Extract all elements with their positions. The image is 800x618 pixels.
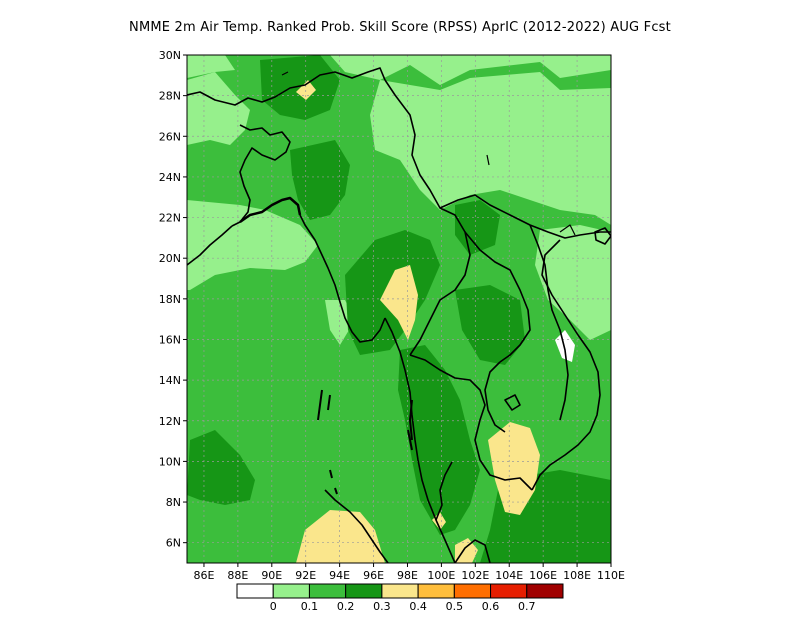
coast-bangladesh	[231, 124, 291, 227]
colorbar-label: 0.3	[373, 600, 391, 613]
lat-tick-label: 22N	[159, 212, 181, 225]
tonle-sap	[504, 394, 521, 411]
colorbar: 0 0.1 0.2 0.3 0.4 0.5 0.6 0.7	[236, 583, 564, 613]
coast-gulf-thailand	[409, 354, 533, 491]
field-dark-green-gulf	[398, 345, 480, 535]
lon-tick-label: 106E	[529, 569, 557, 582]
border-laos-thailand	[464, 231, 531, 363]
map-title: NMME 2m Air Temp. Ranked Prob. Skill Sco…	[129, 20, 671, 35]
colorbar-label: 0.4	[409, 600, 427, 613]
colorbar-label: 0.1	[301, 600, 319, 613]
field-dark-green-north	[260, 55, 340, 120]
lon-tick-label: 88E	[227, 569, 248, 582]
colorbar-swatch	[345, 583, 383, 599]
lat-tick-label: 26N	[159, 130, 181, 143]
field-yellow-thailand-small	[432, 512, 446, 530]
lon-tick-label: 100E	[427, 569, 455, 582]
colorbar-label: 0.7	[518, 600, 536, 613]
border-myanmar-east	[384, 79, 471, 356]
plot-frame	[186, 54, 612, 564]
longitude-axis: 86E 88E 90E 92E 94E 96E 98E 100E 102E 104E 106E 108…	[193, 563, 625, 582]
coastlines-borders	[187, 67, 611, 563]
coast-bengal-west	[187, 225, 233, 266]
nicobar-islands	[329, 469, 338, 495]
lat-tick-label: 30N	[159, 49, 181, 62]
colorbar-swatch	[526, 583, 564, 599]
coast-sumatra	[324, 489, 389, 563]
field-light-green-east	[535, 225, 611, 340]
lat-tick-label: 12N	[159, 415, 181, 428]
lat-tick-label: 10N	[159, 455, 181, 468]
lon-tick-label: 94E	[329, 569, 350, 582]
lat-tick-label: 16N	[159, 333, 181, 346]
coast-peninsula-east	[435, 461, 453, 521]
field-yellow-sw	[296, 510, 385, 563]
border-thailand-cambodia	[484, 361, 506, 433]
lat-tick-label: 20N	[159, 252, 181, 265]
colorbar-label: 0	[270, 600, 277, 613]
field-dark-green-central	[290, 140, 350, 220]
lon-tick-label: 98E	[397, 569, 418, 582]
border-himalaya	[187, 67, 386, 106]
coast-malaysia-east	[454, 539, 491, 563]
coast-hainan	[594, 227, 611, 245]
lat-tick-label: 24N	[159, 171, 181, 184]
field-light-green-north	[330, 55, 611, 85]
lon-tick-label: 110E	[597, 569, 625, 582]
gridlines	[187, 55, 611, 563]
rpss-field	[187, 55, 611, 563]
lon-tick-label: 86E	[193, 569, 214, 582]
lat-tick-label: 14N	[159, 374, 181, 387]
field-light-green-northeast	[370, 72, 611, 225]
field-yellow-central	[380, 265, 418, 340]
colorbar-swatch	[417, 583, 455, 599]
colorbar-swatch	[490, 583, 528, 599]
small-lakes	[281, 71, 576, 236]
colorbar-swatch	[381, 583, 419, 599]
border-laos-vietnam	[529, 224, 569, 421]
colorbar-swatch	[236, 583, 274, 599]
colorbar-label: 0.5	[446, 600, 464, 613]
coast-delta	[239, 196, 302, 224]
field-light-green-bengal	[187, 200, 318, 290]
lon-tick-label: 102E	[461, 569, 489, 582]
colorbar-swatch	[272, 583, 310, 599]
lon-tick-label: 96E	[363, 569, 384, 582]
colorbar-swatch	[308, 583, 347, 599]
lat-tick-label: 8N	[166, 496, 181, 509]
field-yellow-cambodia	[488, 422, 540, 515]
andaman-islands	[317, 389, 413, 451]
lon-tick-label: 108E	[563, 569, 591, 582]
colorbar-swatch	[453, 583, 492, 599]
field-yellow-malaysia	[455, 538, 478, 563]
field-light-green-bengal-north	[187, 55, 235, 78]
lat-tick-label: 18N	[159, 293, 181, 306]
field-dark-green-mekong	[455, 285, 525, 365]
lon-tick-label: 92E	[295, 569, 316, 582]
lat-tick-label: 28N	[159, 90, 181, 103]
colorbar-label: 0.2	[337, 600, 355, 613]
lat-tick-label: 6N	[166, 537, 181, 550]
field-light-green-west-top	[187, 72, 250, 145]
colorbar-label: 0.6	[482, 600, 500, 613]
latitude-axis: 30N 28N 26N 24N 22N 20N 18N 16N 14N 12N 10N 8N 6N	[159, 49, 187, 550]
field-white-patch	[555, 330, 575, 362]
lon-tick-label: 90E	[261, 569, 282, 582]
coast-myanmar-west	[299, 214, 386, 343]
lon-tick-label: 104E	[495, 569, 523, 582]
